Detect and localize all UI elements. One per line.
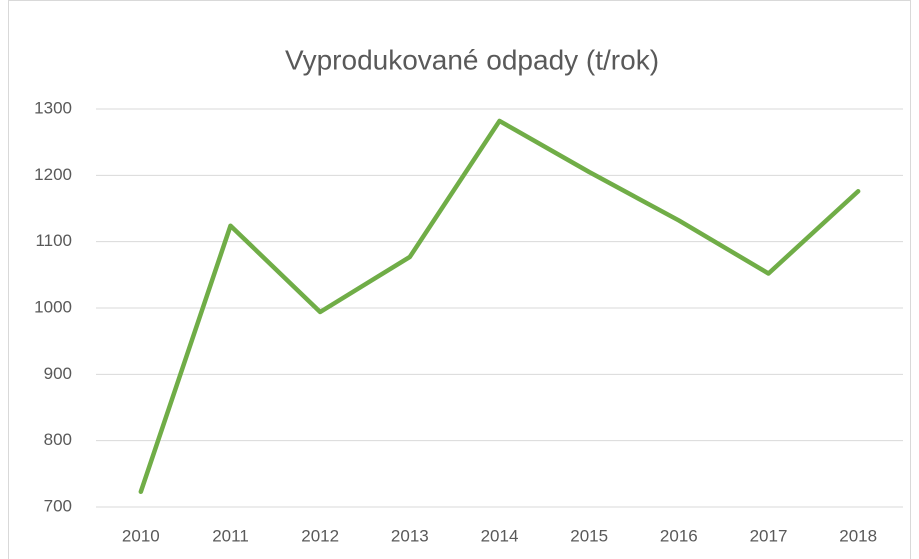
x-tick-label: 2011 bbox=[212, 526, 249, 545]
y-tick-label: 900 bbox=[44, 364, 72, 383]
data-line bbox=[138, 118, 861, 494]
x-tick-label: 2014 bbox=[481, 526, 519, 545]
x-tick-label: 2016 bbox=[660, 526, 698, 545]
chart-border bbox=[8, 0, 911, 559]
x-tick-label: 2017 bbox=[750, 526, 788, 545]
y-tick-label: 1000 bbox=[34, 297, 72, 316]
y-tick-label: 1100 bbox=[35, 231, 72, 250]
x-tick-label: 2013 bbox=[391, 526, 429, 545]
y-tick-label: 1300 bbox=[34, 98, 72, 117]
x-tick-label: 2015 bbox=[570, 526, 608, 545]
x-tick-label: 2010 bbox=[122, 526, 160, 545]
y-tick-label: 1200 bbox=[34, 165, 72, 184]
x-tick-label: 2018 bbox=[839, 526, 877, 545]
chart-title: Vyprodukované odpady (t/rok) bbox=[285, 44, 659, 75]
y-tick-label: 800 bbox=[44, 430, 72, 449]
x-tick-label: 2012 bbox=[301, 526, 339, 545]
y-tick-label: 700 bbox=[44, 496, 72, 515]
